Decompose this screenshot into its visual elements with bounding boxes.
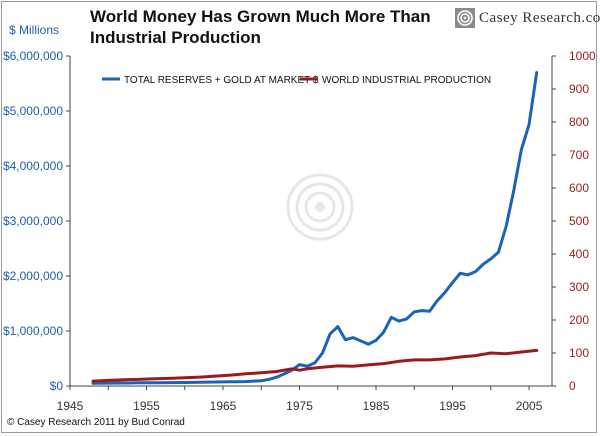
casey-research-logo: Casey Research.com: [455, 6, 600, 30]
right-tick-label: 400: [569, 247, 589, 261]
x-tick-label: 1995: [439, 399, 466, 413]
x-tick-label: 1965: [210, 399, 237, 413]
series-line-industrial-production: [91, 348, 539, 383]
left-axis-label: $ Millions: [9, 23, 60, 37]
legend-label: TOTAL RESERVES + GOLD AT MARKET $: [124, 75, 319, 86]
x-tick-label: 1975: [286, 399, 313, 413]
axes: $0 $1,000,000 $2,000,000 $3,000,000 $4,000,0…: [3, 49, 596, 413]
right-tick-label: 700: [569, 148, 589, 162]
left-tick-label: $0: [50, 379, 64, 393]
left-tick-label: $5,000,000: [3, 104, 63, 118]
right-tick-label: 300: [569, 280, 589, 294]
logo-text: Casey Research.com: [479, 9, 600, 26]
legend: TOTAL RESERVES + GOLD AT MARKET $ WORLD I…: [102, 75, 491, 86]
right-tick-label: 100: [569, 346, 589, 360]
series-line-total-reserves: [91, 71, 539, 385]
right-tick-label: 900: [569, 82, 589, 96]
footer-credit: © Casey Research 2011 by Bud Conrad: [7, 417, 185, 428]
left-tick-label: $4,000,000: [3, 159, 63, 173]
plot-series: [91, 71, 539, 385]
left-tick-label: $3,000,000: [3, 214, 63, 228]
x-tick-label: 2005: [516, 399, 543, 413]
target-logo-icon: [455, 8, 475, 28]
x-tick-label: 1945: [57, 399, 84, 413]
right-tick-label: 1000: [569, 49, 596, 63]
target-watermark-icon: [286, 173, 354, 241]
chart-title-line-2: Industrial Production: [90, 28, 261, 47]
x-tick-label: 1955: [133, 399, 160, 413]
legend-label: WORLD INDUSTRIAL PRODUCTION: [322, 75, 491, 86]
right-tick-label: 800: [569, 115, 589, 129]
right-tick-label: 500: [569, 214, 589, 228]
left-tick-label: $2,000,000: [3, 269, 63, 283]
right-tick-label: 200: [569, 313, 589, 327]
right-tick-label: 600: [569, 181, 589, 195]
x-tick-label: 1985: [363, 399, 390, 413]
right-tick-label: 0: [569, 379, 576, 393]
chart-title: World Money Has Grown Much More Than Ind…: [90, 6, 431, 48]
chart-title-line-1: World Money Has Grown Much More Than: [90, 7, 431, 26]
left-tick-label: $1,000,000: [3, 324, 63, 338]
left-tick-label: $6,000,000: [3, 49, 63, 63]
